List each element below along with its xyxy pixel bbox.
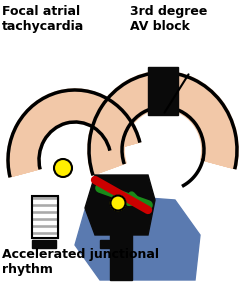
Bar [32,213,58,217]
Bar [32,235,58,238]
Text: Accelerated junctional
rhythm: Accelerated junctional rhythm [2,248,159,276]
Bar [32,227,58,231]
Circle shape [54,159,72,177]
Bar [32,196,58,238]
Bar [100,240,118,248]
Bar [32,196,58,238]
Bar [32,206,58,210]
Polygon shape [75,195,200,280]
Circle shape [111,195,126,211]
Bar [32,200,58,203]
Bar [32,240,56,248]
Polygon shape [85,175,155,235]
Bar [32,220,58,224]
Text: 3rd degree
AV block: 3rd degree AV block [130,5,207,33]
Text: Focal atrial
tachycardia: Focal atrial tachycardia [2,5,84,33]
Bar [110,225,132,280]
Bar [148,67,178,115]
